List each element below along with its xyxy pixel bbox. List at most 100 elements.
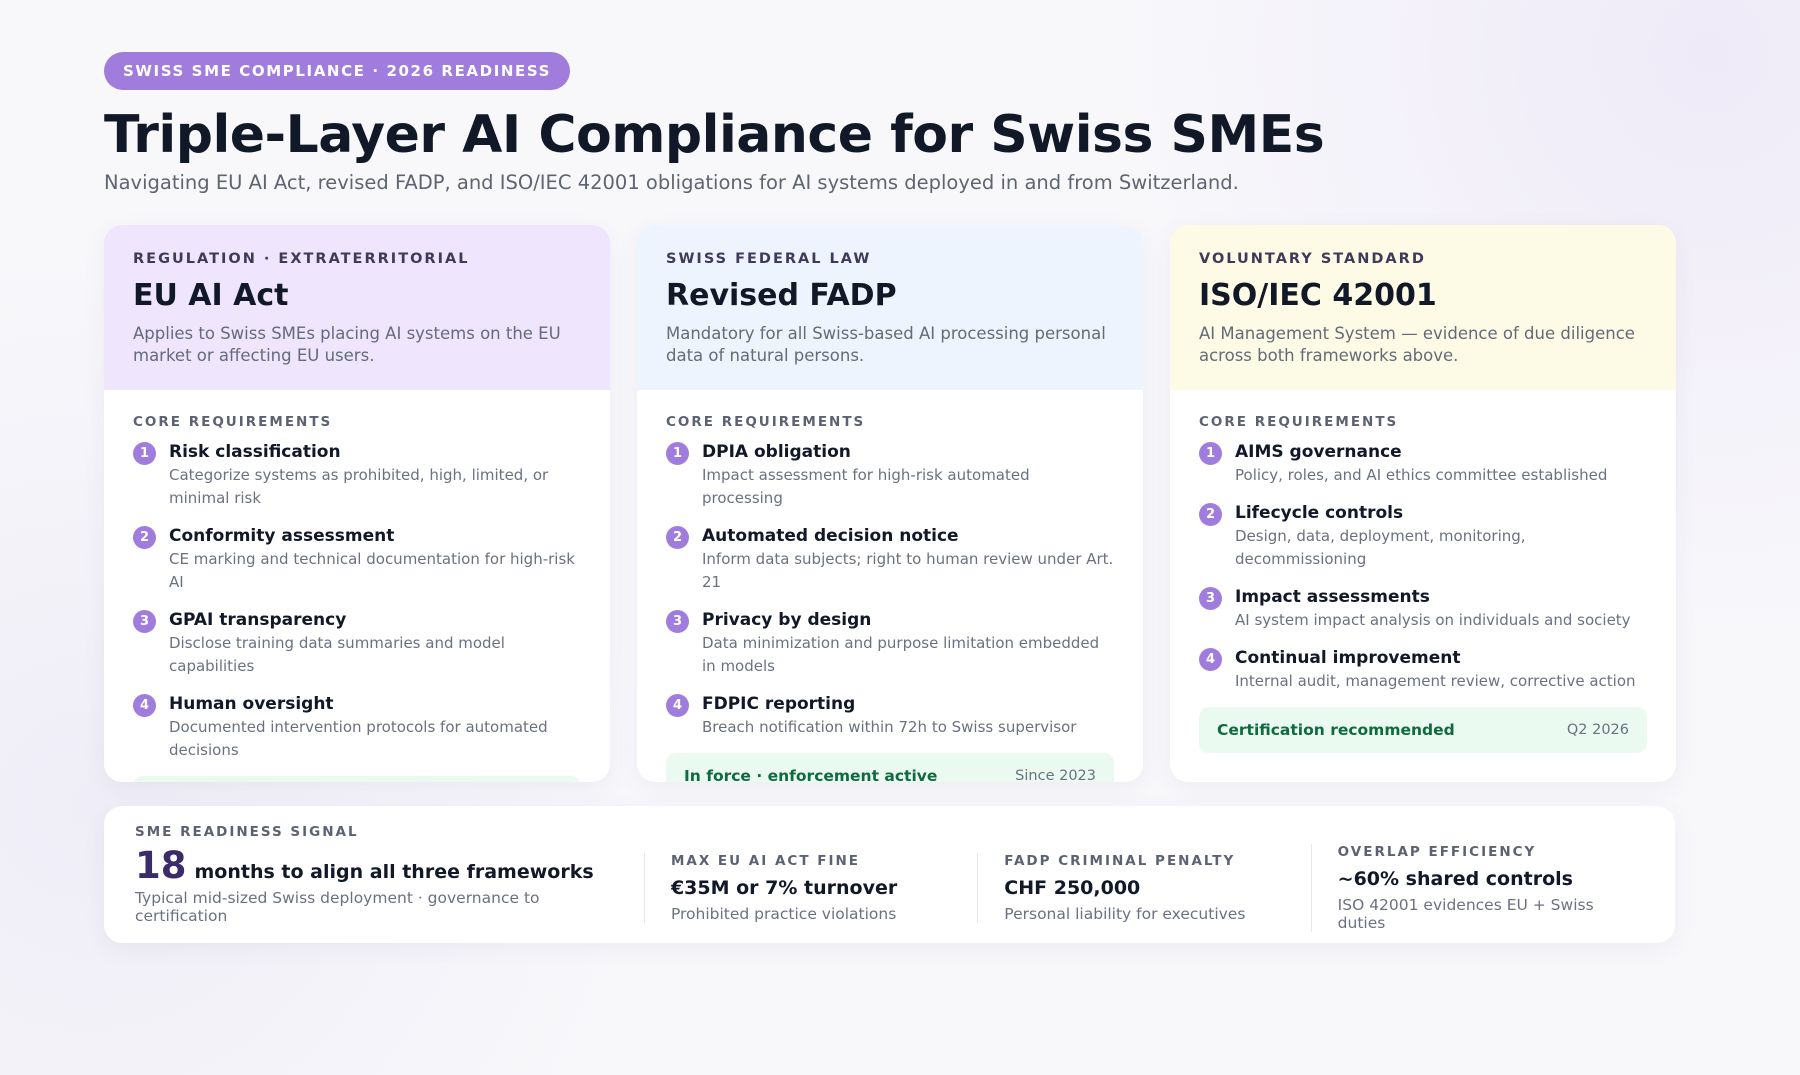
card: REGULATION · EXTRATERRITORIAL EU AI Act Ap… bbox=[104, 225, 610, 782]
status-date: Since 2023 bbox=[1015, 768, 1096, 782]
requirement-text: GPAI transparency Disclose training data … bbox=[169, 608, 581, 678]
card-title: ISO/IEC 42001 bbox=[1199, 278, 1437, 313]
card-header: VOLUNTARY STANDARD ISO/IEC 42001 AI Manage… bbox=[1170, 225, 1676, 390]
requirement-description: Disclose training data summaries and mod… bbox=[169, 634, 505, 675]
step-number: 3 bbox=[133, 610, 156, 633]
requirement-title: Conformity assessment bbox=[169, 526, 395, 546]
card-body: CORE REQUIREMENTS 1 DPIA obligation Impact … bbox=[637, 390, 1143, 782]
status-label: Certification recommended bbox=[1217, 721, 1455, 739]
requirement-text: Human oversight Documented intervention p… bbox=[169, 692, 581, 762]
requirement-title: Risk classification bbox=[169, 442, 341, 462]
step-number: 3 bbox=[1199, 587, 1222, 610]
step-number: 4 bbox=[666, 694, 689, 717]
requirement-title: DPIA obligation bbox=[702, 442, 851, 462]
signal-note: Typical mid-sized Swiss deployment · gov… bbox=[135, 889, 540, 925]
status: In force · enforcement active Since 2023 bbox=[666, 753, 1114, 782]
requirement-text: Conformity assessment CE marking and tech… bbox=[169, 524, 581, 594]
requirement-description: Categorize systems as prohibited, high, … bbox=[169, 466, 549, 507]
card: SWISS FEDERAL LAW Revised FADP Mandatory f… bbox=[637, 225, 1143, 782]
requirement-title: AIMS governance bbox=[1235, 442, 1402, 462]
signal-label: OVERLAP EFFICIENCY bbox=[1337, 843, 1537, 860]
requirement-text: FDPIC reporting Breach notification withi… bbox=[702, 692, 1076, 739]
requirement-description: CE marking and technical documentation f… bbox=[169, 550, 575, 591]
card-header: REGULATION · EXTRATERRITORIAL EU AI Act Ap… bbox=[104, 225, 610, 390]
signal: FADP CRIMINAL PENALTY CHF 250,000 Personal… bbox=[977, 852, 1310, 923]
card-category: REGULATION · EXTRATERRITORIAL bbox=[133, 251, 470, 267]
readiness-signal: SME READINESS SIGNAL 18 months to align al… bbox=[135, 824, 644, 925]
signal: OVERLAP EFFICIENCY ~60% shared controls IS… bbox=[1310, 843, 1644, 932]
requirement: 4 Human oversight Documented intervention … bbox=[133, 692, 581, 762]
status: Certification recommended Q2 2026 bbox=[1199, 707, 1647, 753]
signal-note: Personal liability for executives bbox=[1004, 904, 1246, 923]
requirement-description: Inform data subjects; right to human rev… bbox=[702, 550, 1114, 591]
signal-value: CHF 250,000 bbox=[1004, 876, 1141, 899]
card-title: Revised FADP bbox=[666, 278, 897, 313]
requirement-text: Impact assessments AI system impact analy… bbox=[1235, 585, 1631, 632]
status: High-risk obligations liveAug 2026 bbox=[133, 776, 581, 782]
requirement-title: Lifecycle controls bbox=[1235, 503, 1404, 523]
signal-note: ISO 42001 evidences EU + Swiss duties bbox=[1337, 895, 1594, 932]
signal-value: ~60% shared controls bbox=[1337, 867, 1573, 890]
title: Triple-Layer AI Compliance for Swiss SME… bbox=[104, 105, 1325, 165]
subtitle: Navigating EU AI Act, revised FADP, and … bbox=[104, 171, 1239, 194]
step-number: 4 bbox=[133, 694, 156, 717]
requirement: 3 Impact assessments AI system impact anal… bbox=[1199, 585, 1647, 632]
card-header: SWISS FEDERAL LAW Revised FADP Mandatory f… bbox=[637, 225, 1143, 390]
requirement: 4 Continual improvement Internal audit, ma… bbox=[1199, 646, 1647, 693]
card-description: Applies to Swiss SMEs placing AI systems… bbox=[133, 324, 561, 365]
requirement: 2 Automated decision notice Inform data su… bbox=[666, 524, 1114, 594]
requirement-description: Documented intervention protocols for au… bbox=[169, 718, 548, 759]
requirement-title: Human oversight bbox=[169, 694, 334, 714]
card-category: SWISS FEDERAL LAW bbox=[666, 251, 872, 267]
requirement-text: DPIA obligation Impact assessment for hig… bbox=[702, 440, 1114, 510]
requirement-description: Breach notification within 72h to Swiss … bbox=[702, 718, 1077, 736]
step-number: 2 bbox=[666, 526, 689, 549]
card-description: Mandatory for all Swiss-based AI process… bbox=[666, 324, 1106, 365]
step-number: 3 bbox=[666, 610, 689, 633]
requirements-label: CORE REQUIREMENTS bbox=[1199, 414, 1399, 430]
signal-value: €35M or 7% turnover bbox=[670, 876, 898, 899]
requirement: 4 FDPIC reporting Breach notification with… bbox=[666, 692, 1114, 739]
requirement-description: Design, data, deployment, monitoring, de… bbox=[1235, 527, 1526, 568]
requirement-title: GPAI transparency bbox=[169, 610, 347, 630]
signal-label: MAX EU AI ACT FINE bbox=[670, 852, 861, 869]
requirement-description: Internal audit, management review, corre… bbox=[1235, 672, 1636, 690]
signal-row: 18 months to align all three frameworks bbox=[135, 844, 608, 887]
requirement-description: Data minimization and purpose limitation… bbox=[702, 634, 1100, 675]
requirement: 3 Privacy by design Data minimization and … bbox=[666, 608, 1114, 678]
cards: REGULATION · EXTRATERRITORIAL EU AI Act Ap… bbox=[104, 225, 1676, 782]
card-body: CORE REQUIREMENTS 1 AIMS governance Policy,… bbox=[1170, 390, 1676, 753]
status-date: Q2 2026 bbox=[1566, 722, 1629, 738]
signal-text: months to align all three frameworks bbox=[194, 861, 594, 883]
card-category: VOLUNTARY STANDARD bbox=[1199, 251, 1426, 267]
requirement-text: Lifecycle controls Design, data, deployme… bbox=[1235, 501, 1647, 571]
card-title: EU AI Act bbox=[133, 278, 289, 313]
requirement: 1 DPIA obligation Impact assessment for hi… bbox=[666, 440, 1114, 510]
step-number: 1 bbox=[666, 442, 689, 465]
requirement-title: Privacy by design bbox=[702, 610, 872, 630]
requirement-description: Policy, roles, and AI ethics committee e… bbox=[1235, 466, 1608, 484]
card-body: CORE REQUIREMENTS 1 Risk classification Cat… bbox=[104, 390, 610, 782]
step-number: 1 bbox=[1199, 442, 1222, 465]
requirement-description: Impact assessment for high-risk automate… bbox=[702, 466, 1030, 507]
step-number: 1 bbox=[133, 442, 156, 465]
card: VOLUNTARY STANDARD ISO/IEC 42001 AI Manage… bbox=[1170, 225, 1676, 782]
requirements-label: CORE REQUIREMENTS bbox=[666, 414, 866, 430]
step-number: 2 bbox=[133, 526, 156, 549]
requirement: 3 GPAI transparency Disclose training data… bbox=[133, 608, 581, 678]
requirement: 2 Lifecycle controls Design, data, deploym… bbox=[1199, 501, 1647, 571]
requirement: 2 Conformity assessment CE marking and tec… bbox=[133, 524, 581, 594]
requirement-text: AIMS governance Policy, roles, and AI eth… bbox=[1235, 440, 1607, 487]
status-label: In force · enforcement active bbox=[684, 767, 938, 782]
step-number: 2 bbox=[1199, 503, 1222, 526]
step-number: 4 bbox=[1199, 648, 1222, 671]
requirement-title: FDPIC reporting bbox=[702, 694, 856, 714]
requirement-title: Automated decision notice bbox=[702, 526, 959, 546]
card-description: AI Management System — evidence of due d… bbox=[1199, 324, 1635, 365]
signal-panel: SME READINESS SIGNAL 18 months to align al… bbox=[104, 806, 1675, 943]
signal-label: FADP CRIMINAL PENALTY bbox=[1004, 852, 1236, 869]
requirement: 1 AIMS governance Policy, roles, and AI et… bbox=[1199, 440, 1647, 487]
signal-number: 18 bbox=[135, 844, 187, 887]
requirement-text: Continual improvement Internal audit, man… bbox=[1235, 646, 1636, 693]
